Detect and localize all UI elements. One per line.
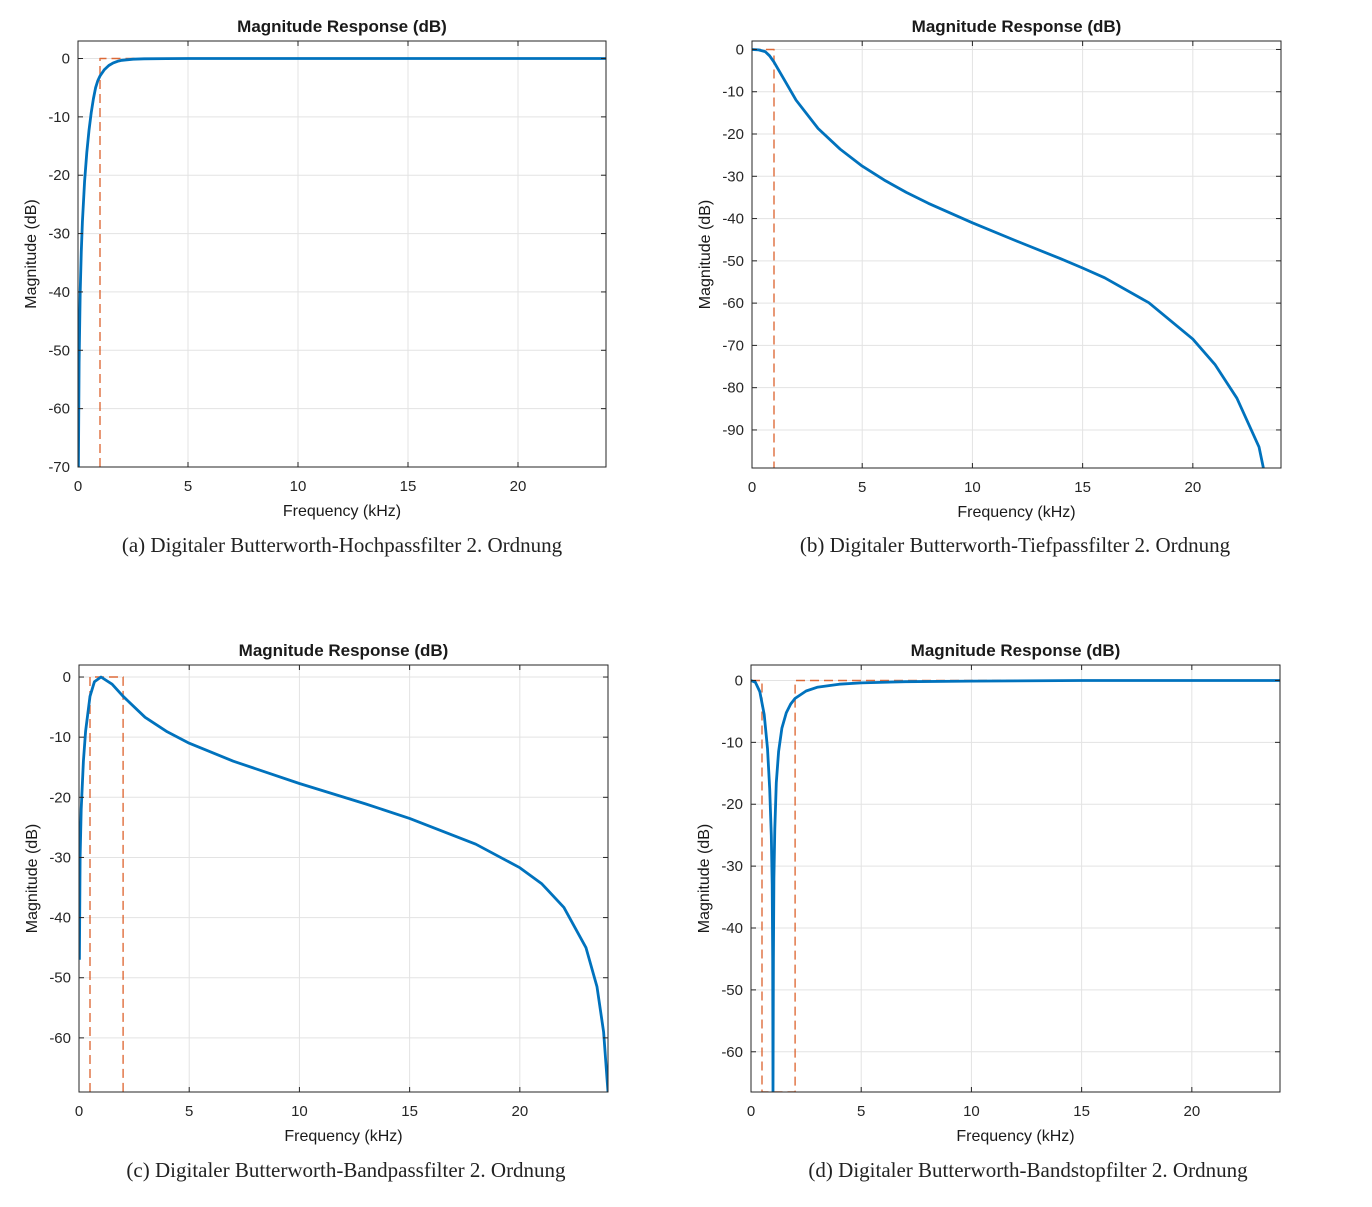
y-tick-label: -40 bbox=[722, 211, 744, 228]
y-tick-label: -50 bbox=[721, 982, 743, 999]
subfigure-caption: (b) Digitaler Butterworth-Tiefpassfilter… bbox=[800, 533, 1231, 557]
x-tick-label: 15 bbox=[1073, 1103, 1090, 1120]
subplot-2: 0 5 10 15 20 0 -10 -20 -30 -40 -50 -60 -70 -80 -90 Magn… bbox=[697, 17, 1282, 557]
subfigure-caption: (a) Digitaler Butterworth-Hochpassfilter… bbox=[122, 533, 563, 557]
y-tick-label: -20 bbox=[722, 126, 744, 143]
x-axis-label: Frequency (kHz) bbox=[957, 504, 1075, 521]
x-tick-label: 0 bbox=[75, 1103, 83, 1120]
subplot-1: 0 5 10 15 20 0 -10 -20 -30 -40 -50 -60 -70 Magnitude … bbox=[23, 17, 607, 557]
y-tick-label: -10 bbox=[49, 729, 71, 746]
y-tick-label: -10 bbox=[721, 734, 743, 751]
y-tick-label: -40 bbox=[721, 920, 743, 937]
y-tick-label: -40 bbox=[49, 910, 71, 927]
x-tick-label: 10 bbox=[963, 1103, 980, 1120]
y-axis-label: Magnitude (dB) bbox=[696, 824, 713, 933]
x-tick-label: 10 bbox=[291, 1103, 308, 1120]
axes-box bbox=[750, 664, 1281, 1093]
chart-title: Magnitude Response (dB) bbox=[911, 641, 1121, 660]
subplot-4: 0 5 10 15 20 0 -10 -20 -30 -40 -50 -60 Magnitude Res… bbox=[696, 641, 1281, 1182]
y-tick-label: -60 bbox=[49, 1030, 71, 1047]
y-tick-label: -10 bbox=[48, 109, 70, 126]
y-tick-label: -70 bbox=[722, 337, 744, 354]
magnitude-response-line bbox=[78, 57, 606, 467]
y-tick-label: 0 bbox=[62, 51, 70, 68]
x-tick-label: 15 bbox=[1074, 479, 1091, 496]
x-tick-label: 10 bbox=[290, 478, 307, 495]
x-tick-label: 5 bbox=[858, 479, 866, 496]
y-tick-label: -60 bbox=[721, 1044, 743, 1061]
y-tick-label: -10 bbox=[722, 84, 744, 101]
x-tick-label: 5 bbox=[857, 1103, 865, 1120]
subplot-3: 0 5 10 15 20 0 -10 -20 -30 -40 -50 -60 Magnitude Res… bbox=[24, 641, 609, 1182]
x-tick-label: 0 bbox=[748, 479, 756, 496]
y-axis-label: Magnitude (dB) bbox=[697, 200, 714, 309]
x-tick-label: 20 bbox=[510, 478, 527, 495]
plot-area bbox=[752, 41, 1281, 468]
chart-title: Magnitude Response (dB) bbox=[239, 641, 449, 660]
y-tick-label: -50 bbox=[49, 970, 71, 987]
axes-box bbox=[751, 40, 1282, 469]
x-tick-label: 20 bbox=[511, 1103, 528, 1120]
plot-area bbox=[78, 41, 606, 467]
y-tick-label: -20 bbox=[721, 796, 743, 813]
x-axis-label: Frequency (kHz) bbox=[956, 1128, 1074, 1145]
y-tick-label: 0 bbox=[735, 672, 743, 689]
y-tick-label: -80 bbox=[722, 380, 744, 397]
y-tick-label: -90 bbox=[722, 422, 744, 439]
y-tick-label: -60 bbox=[722, 295, 744, 312]
y-tick-label: -70 bbox=[48, 459, 70, 476]
y-tick-label: 0 bbox=[736, 41, 744, 58]
y-axis-label: Magnitude (dB) bbox=[24, 824, 41, 933]
y-tick-label: -30 bbox=[49, 849, 71, 866]
magnitude-response-line bbox=[79, 675, 608, 1092]
y-tick-label: 0 bbox=[63, 669, 71, 686]
y-tick-label: -50 bbox=[48, 342, 70, 359]
x-axis-label: Frequency (kHz) bbox=[283, 503, 401, 520]
x-tick-label: 15 bbox=[400, 478, 417, 495]
x-tick-label: 0 bbox=[74, 478, 82, 495]
axes-box bbox=[77, 40, 607, 468]
y-tick-label: -20 bbox=[48, 167, 70, 184]
x-tick-label: 0 bbox=[747, 1103, 755, 1120]
x-axis-label: Frequency (kHz) bbox=[284, 1128, 402, 1145]
y-axis-label: Magnitude (dB) bbox=[23, 199, 40, 308]
subfigure-caption: (d) Digitaler Butterworth-Bandstopfilter… bbox=[808, 1158, 1248, 1182]
y-tick-label: -20 bbox=[49, 789, 71, 806]
x-tick-label: 5 bbox=[185, 1103, 193, 1120]
y-tick-label: -30 bbox=[48, 226, 70, 243]
y-tick-label: -60 bbox=[48, 401, 70, 418]
x-tick-label: 15 bbox=[401, 1103, 418, 1120]
grid bbox=[752, 41, 1281, 468]
grid bbox=[79, 665, 608, 1092]
plot-area bbox=[751, 665, 1280, 1092]
y-tick-label: -30 bbox=[722, 168, 744, 185]
plot-area bbox=[79, 665, 608, 1092]
axes-box bbox=[78, 664, 609, 1093]
chart-title: Magnitude Response (dB) bbox=[912, 17, 1122, 36]
subfigure-caption: (c) Digitaler Butterworth-Bandpassfilter… bbox=[126, 1158, 566, 1182]
y-tick-label: -30 bbox=[721, 858, 743, 875]
y-tick-label: -50 bbox=[722, 253, 744, 270]
magnitude-response-line bbox=[752, 48, 1265, 468]
x-tick-label: 20 bbox=[1183, 1103, 1200, 1120]
magnitude-response-line bbox=[751, 679, 1280, 1092]
x-tick-label: 5 bbox=[184, 478, 192, 495]
x-tick-label: 10 bbox=[964, 479, 981, 496]
chart-title: Magnitude Response (dB) bbox=[237, 17, 447, 36]
x-tick-label: 20 bbox=[1184, 479, 1201, 496]
y-tick-label: -40 bbox=[48, 284, 70, 301]
